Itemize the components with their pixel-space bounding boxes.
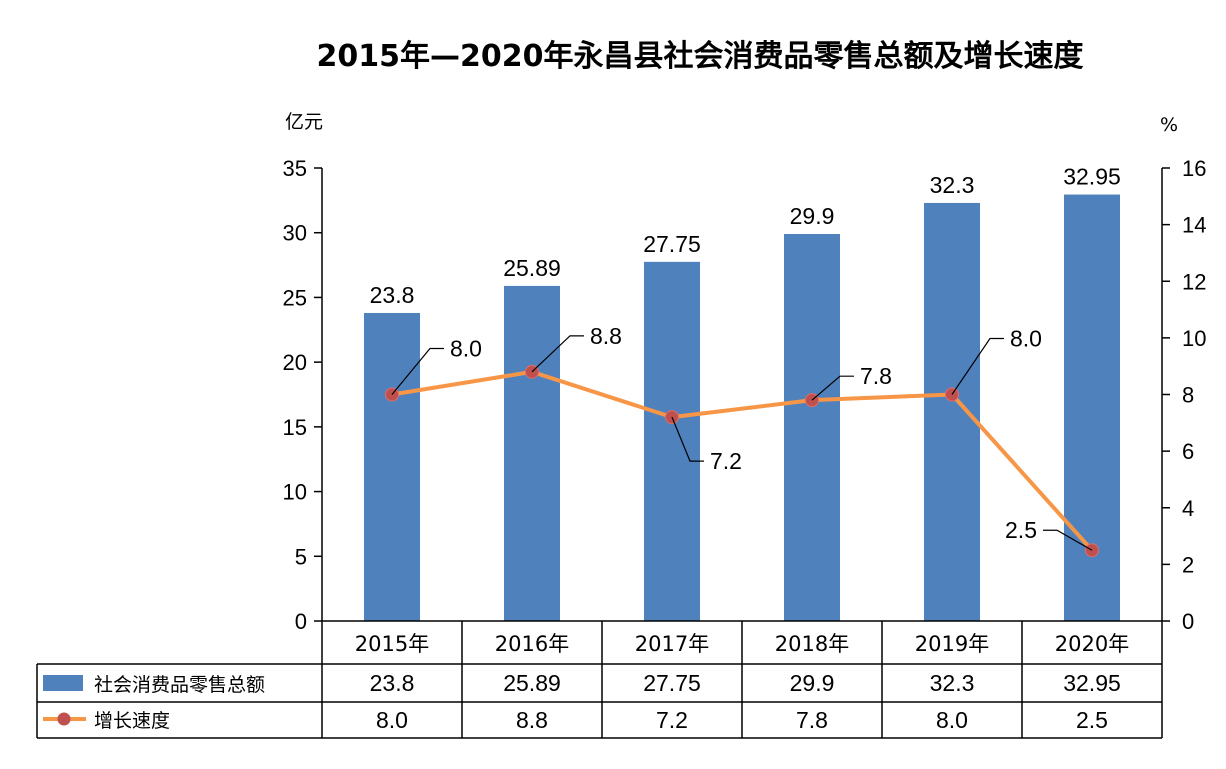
right-tick-label: 10 — [1182, 326, 1206, 351]
growth-line — [391, 369, 1094, 552]
line-label-leader — [811, 375, 854, 401]
category-label: 2018年 — [775, 632, 849, 656]
table-cell: 25.89 — [503, 670, 561, 696]
table-cell: 7.2 — [656, 707, 688, 733]
left-tick-label: 5 — [295, 544, 307, 569]
right-tick-label: 0 — [1182, 609, 1194, 634]
category-label: 2015年 — [355, 632, 429, 656]
bar — [784, 234, 840, 621]
left-tick-label: 20 — [283, 350, 307, 375]
right-tick-label: 12 — [1182, 269, 1206, 294]
bar — [924, 202, 980, 621]
right-axis-unit: % — [1160, 114, 1178, 136]
right-tick-label: 6 — [1182, 439, 1194, 464]
left-tick-label: 25 — [283, 285, 307, 310]
category-label: 2020年 — [1055, 632, 1129, 656]
line-label-leader — [391, 347, 444, 395]
bar — [504, 285, 560, 621]
category-label: 2019年 — [915, 632, 989, 656]
legend-line-marker — [57, 712, 71, 726]
bar — [644, 261, 700, 621]
line-value-label: 8.0 — [450, 336, 482, 362]
line-value-label: 2.5 — [1005, 517, 1037, 543]
table-cell: 27.75 — [643, 670, 701, 696]
line-label-leader — [531, 335, 584, 373]
table-cell: 29.9 — [790, 670, 835, 696]
line-value-label: 7.2 — [710, 448, 742, 474]
table-cell: 8.0 — [936, 707, 968, 733]
left-tick-label: 10 — [283, 480, 307, 505]
left-axis-unit: 亿元 — [285, 111, 323, 133]
legend-label: 增长速度 — [94, 710, 170, 732]
line-label-leader — [671, 416, 704, 462]
right-tick-label: 16 — [1182, 156, 1206, 181]
table-cell: 32.3 — [930, 670, 975, 696]
category-label: 2017年 — [635, 632, 709, 656]
bar-value-label: 27.75 — [643, 231, 701, 257]
table-cell: 2.5 — [1076, 707, 1108, 733]
legend-bar-key — [43, 675, 83, 691]
bar-value-label: 29.9 — [790, 203, 835, 229]
table-cell: 8.0 — [376, 707, 408, 733]
right-tick-label: 2 — [1182, 552, 1194, 577]
bar — [364, 312, 420, 621]
line-label-leader — [951, 337, 1004, 395]
legend-label: 社会消费品零售总额 — [94, 674, 265, 696]
line-value-label: 8.0 — [1010, 326, 1042, 352]
table-cell: 7.8 — [796, 707, 828, 733]
table-cell: 23.8 — [370, 670, 415, 696]
line-label-leader — [1043, 529, 1093, 551]
left-tick-label: 15 — [283, 415, 307, 440]
left-tick-label: 30 — [283, 221, 307, 246]
line-value-label: 7.8 — [860, 363, 892, 389]
table-cell: 8.8 — [516, 707, 548, 733]
bar-value-label: 32.95 — [1063, 164, 1121, 190]
left-tick-label: 0 — [295, 609, 307, 634]
right-tick-label: 8 — [1182, 383, 1194, 408]
table-cell: 32.95 — [1063, 670, 1121, 696]
category-label: 2016年 — [495, 632, 569, 656]
bar-value-label: 32.3 — [930, 172, 975, 198]
bar-value-label: 25.89 — [503, 255, 561, 281]
right-tick-label: 14 — [1182, 213, 1206, 238]
right-tick-label: 4 — [1182, 496, 1194, 521]
left-tick-label: 35 — [283, 156, 307, 181]
line-value-label: 8.8 — [590, 323, 622, 349]
bar-value-label: 23.8 — [370, 282, 415, 308]
chart-title: 2015年—2020年永昌县社会消费品零售总额及增长速度 — [317, 39, 1084, 74]
